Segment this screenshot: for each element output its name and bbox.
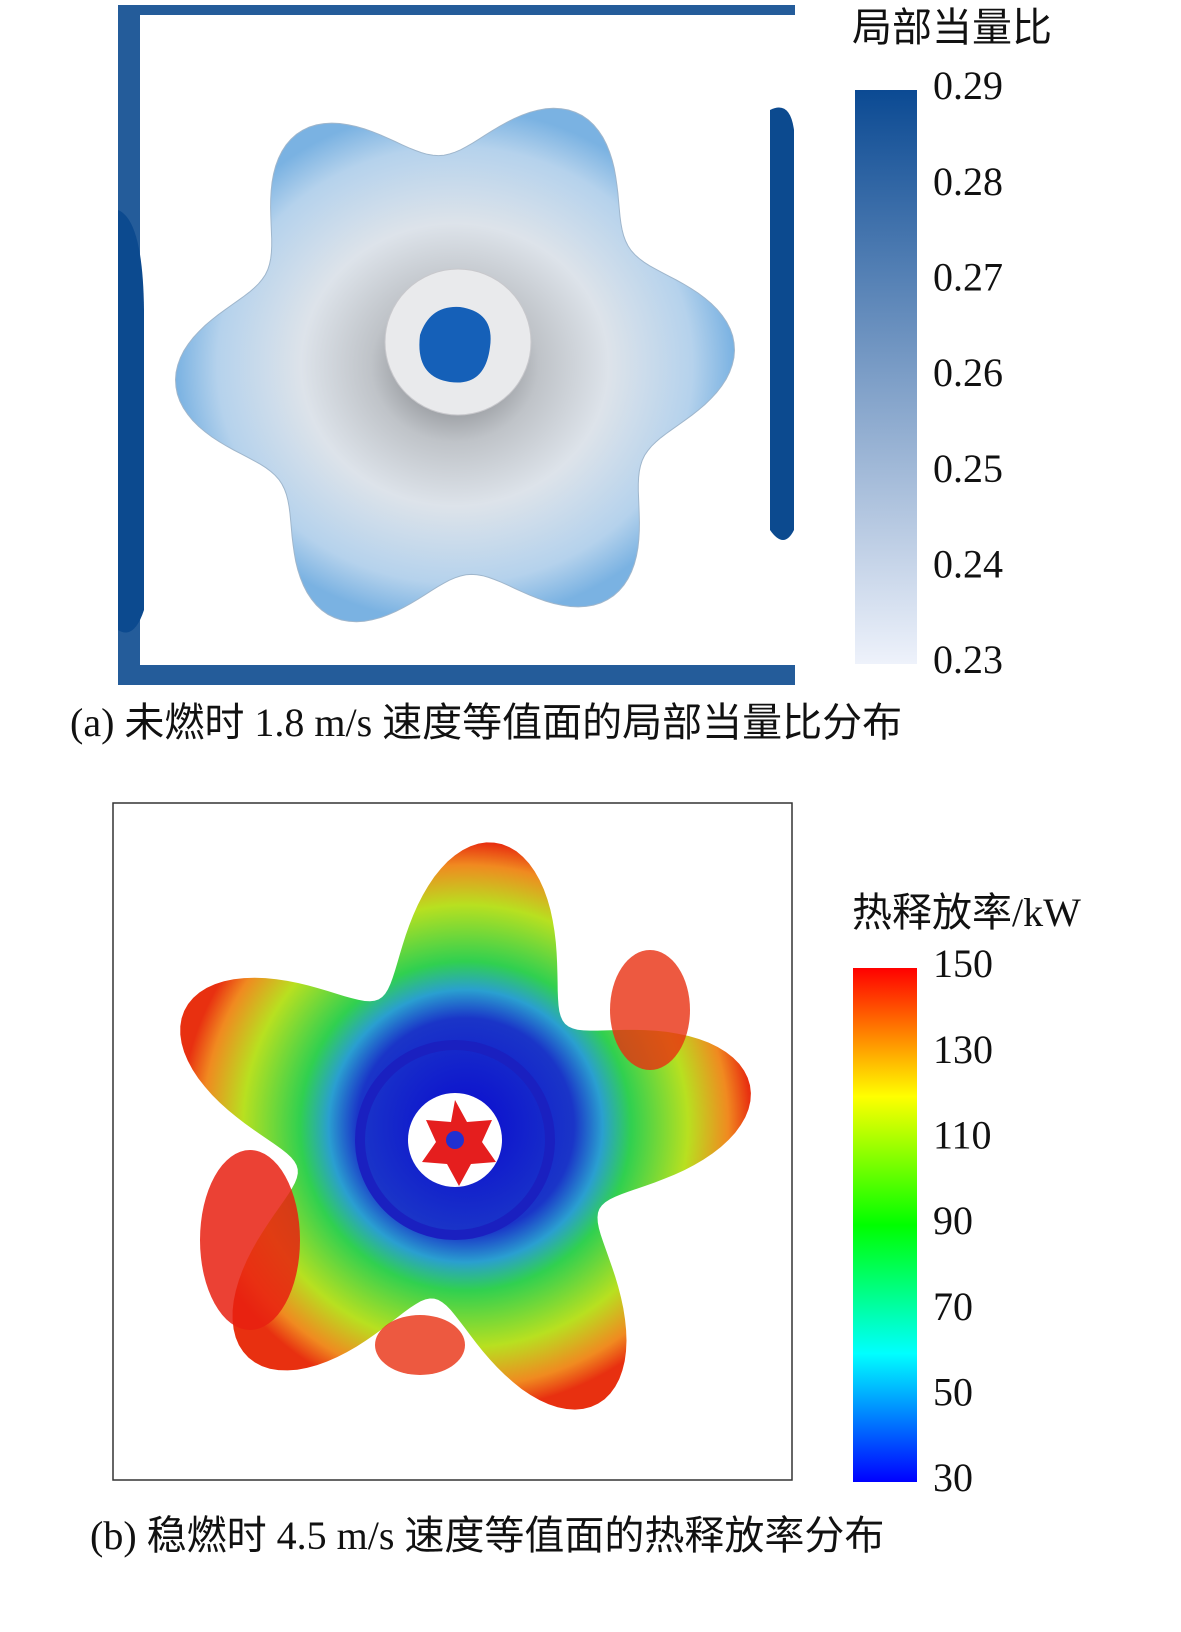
panel-b-image <box>112 802 793 1481</box>
colorbar-tick-label: 50 <box>933 1370 973 1415</box>
colorbar-tick-label: 0.29 <box>933 63 1003 108</box>
colorbar-tick-label: 30 <box>933 1455 973 1500</box>
colorbar-tick-label: 0.23 <box>933 637 1003 682</box>
colorbar-tick-label: 90 <box>933 1198 973 1243</box>
caption: (b) 稳燃时 4.5 m/s 速度等值面的热释放率分布 <box>90 1513 884 1558</box>
colorbar-tick-label: 150 <box>933 941 993 986</box>
colorbar-tick-label: 0.28 <box>933 159 1003 204</box>
colorbar-tick-label: 0.27 <box>933 255 1003 300</box>
colorbar-tick-label: 0.24 <box>933 542 1003 587</box>
colorbar <box>853 968 917 1482</box>
colorbar-title: 热释放率/kW <box>852 890 1081 935</box>
colorbar-tick-label: 0.26 <box>933 350 1003 395</box>
colorbar <box>855 90 917 664</box>
colorbar-title: 局部当量比 <box>852 5 1052 50</box>
colorbar-tick-label: 70 <box>933 1284 973 1329</box>
caption: (a) 未燃时 1.8 m/s 速度等值面的局部当量比分布 <box>70 700 902 745</box>
colorbar-tick-label: 110 <box>933 1113 992 1158</box>
panel-a-image <box>118 5 795 685</box>
colorbar-tick-label: 0.25 <box>933 446 1003 491</box>
colorbar-tick-label: 130 <box>933 1027 993 1072</box>
